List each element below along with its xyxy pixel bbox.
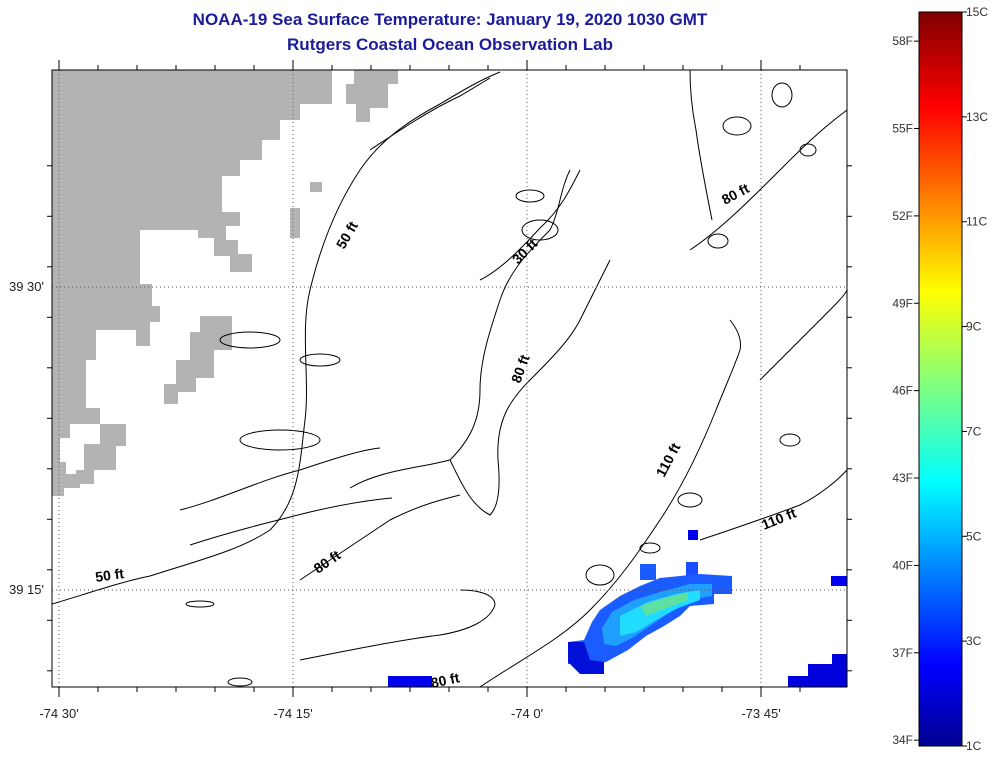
colorbar [918, 11, 963, 747]
lon-tick-label: -74 15' [273, 706, 312, 721]
graticule [52, 70, 847, 687]
land-mass [52, 70, 332, 462]
colorbar-fahrenheit-label: 43F [892, 471, 913, 485]
contour-label: 80 ft [429, 669, 461, 691]
colorbar-fahrenheit-label: 40F [892, 558, 913, 572]
colorbar-fahrenheit-label: 55F [892, 122, 913, 136]
lat-tick-label: 39 15' [9, 582, 44, 597]
colorbar-fahrenheit-label: 52F [892, 209, 913, 223]
land-mass [164, 316, 232, 404]
colorbar-celsius-label: 15C [966, 5, 988, 19]
colorbar-celsius-label: 13C [966, 110, 988, 124]
lat-tick-label: 39 30' [9, 279, 44, 294]
land-mass [346, 70, 398, 122]
colorbar-fahrenheit-label: 58F [892, 34, 913, 48]
lon-tick-label: -74 0' [511, 706, 543, 721]
sst-pixels [388, 530, 847, 687]
land-island [290, 208, 300, 238]
colorbar-celsius-label: 5C [966, 529, 982, 543]
colorbar-celsius-label: 3C [966, 634, 982, 648]
depth-contours [52, 70, 847, 687]
colorbar-fahrenheit-label: 46F [892, 384, 913, 398]
colorbar-celsius-label: 7C [966, 424, 982, 438]
land-mass [76, 424, 126, 484]
map-title: NOAA-19 Sea Surface Temperature: January… [192, 10, 708, 29]
lon-tick-label: -73 45' [741, 706, 780, 721]
lon-tick-label: -74 30' [39, 706, 78, 721]
colorbar-fahrenheit-label: 37F [892, 646, 913, 660]
colorbar-celsius-label: 1C [966, 739, 982, 753]
colorbar-fahrenheit-label: 34F [892, 733, 913, 747]
colorbar-celsius-label: 11C [966, 215, 987, 229]
colorbar-fahrenheit-label: 49F [892, 296, 913, 310]
contour-label: 50 ft [94, 565, 125, 585]
map-subtitle: Rutgers Coastal Ocean Observation Lab [287, 35, 613, 54]
land-island [310, 182, 322, 192]
colorbar-celsius-label: 9C [966, 320, 982, 334]
